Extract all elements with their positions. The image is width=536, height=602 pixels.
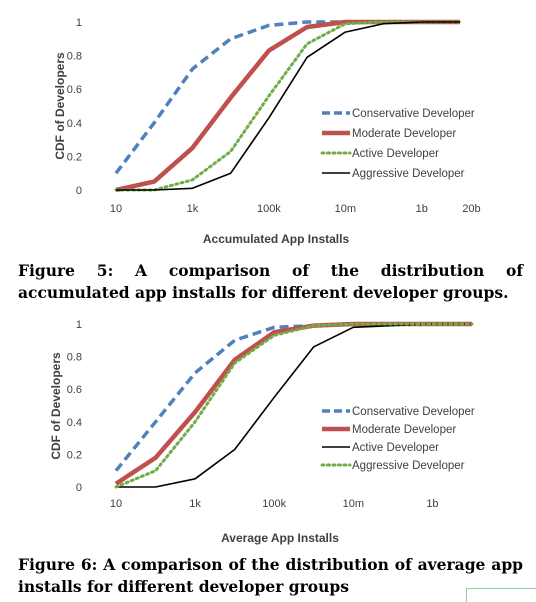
figure-6-caption: Figure 6: A comparison of the distributi… bbox=[18, 555, 523, 596]
x-tick-label: 10 bbox=[110, 498, 122, 510]
series-line-aggressive-developer bbox=[116, 21, 460, 191]
legend-label: Conservative Developer bbox=[352, 108, 475, 120]
x-tick-label: 1k bbox=[189, 498, 201, 510]
y-tick-label: 1 bbox=[76, 17, 82, 29]
figure-5-chart: 0 0.2 0.4 0.6 0.8 1 10 1k 100k 10m 1b 20b Accumulate… bbox=[0, 0, 536, 255]
figure-5-caption: Figure 5: A comparison of the distributi… bbox=[18, 261, 523, 302]
y-tick-label: 0.2 bbox=[67, 151, 82, 163]
selection-artifact bbox=[466, 588, 536, 602]
x-tick-label: 1k bbox=[187, 203, 199, 215]
y-axis-title: CDF of Developers bbox=[53, 52, 67, 160]
figure-6-chart: 0 0.2 0.4 0.6 0.8 1 10 1k 100k 10m 1b Average App I… bbox=[0, 312, 536, 552]
series-line-active-developer bbox=[114, 20, 462, 192]
x-tick-label: 10 bbox=[110, 203, 122, 215]
y-axis-title: CDF of Developers bbox=[49, 352, 63, 460]
x-tick-label: 20b bbox=[462, 203, 480, 215]
x-tick-label: 1b bbox=[416, 203, 428, 215]
legend-label: Active Developer bbox=[352, 442, 439, 454]
x-tick-label: 10m bbox=[335, 203, 356, 215]
y-tick-label: 0 bbox=[76, 185, 82, 197]
y-tick-label: 0.6 bbox=[67, 384, 82, 396]
legend-label: Aggressive Developer bbox=[352, 168, 465, 180]
y-tick-label: 1 bbox=[76, 319, 82, 331]
x-tick-label: 100k bbox=[262, 498, 286, 510]
x-tick-label: 10m bbox=[343, 498, 364, 510]
y-tick-label: 0.8 bbox=[67, 51, 82, 63]
legend-label: Moderate Developer bbox=[352, 424, 456, 436]
y-tick-label: 0 bbox=[76, 482, 82, 494]
y-tick-label: 0.2 bbox=[67, 449, 82, 461]
y-tick-label: 0.4 bbox=[67, 417, 82, 429]
legend-label: Moderate Developer bbox=[352, 128, 456, 140]
y-tick-label: 0.6 bbox=[67, 84, 82, 96]
legend-label: Aggressive Developer bbox=[352, 460, 465, 472]
y-tick-label: 0.8 bbox=[67, 352, 82, 364]
x-axis-title: Accumulated App Installs bbox=[203, 232, 350, 246]
legend-label: Conservative Developer bbox=[352, 406, 475, 418]
x-tick-label: 1b bbox=[426, 498, 438, 510]
x-axis-title: Average App Installs bbox=[221, 531, 339, 545]
series-line-aggressive-developer bbox=[114, 322, 474, 489]
x-tick-label: 100k bbox=[257, 203, 281, 215]
legend-label: Active Developer bbox=[352, 148, 439, 160]
y-tick-label: 0.4 bbox=[67, 118, 82, 130]
